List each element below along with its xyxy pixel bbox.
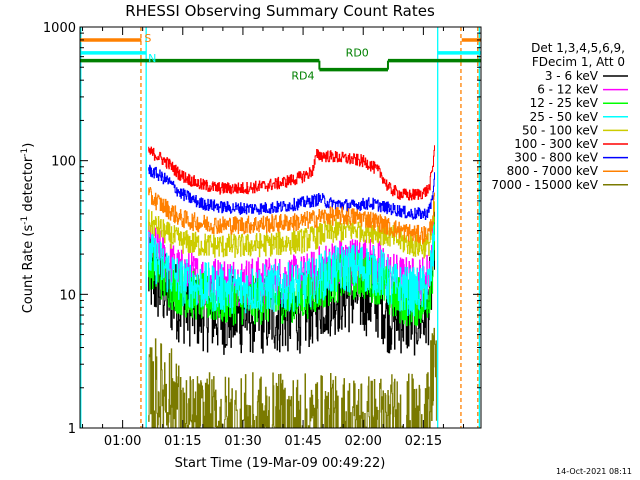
y-axis: 1 10 100 1000	[43, 21, 481, 437]
y-axis-label-tail: detector	[21, 156, 36, 216]
y-axis-label-sup: -1	[20, 216, 30, 225]
y-tick-label: 10	[59, 288, 76, 303]
x-tick-label: 01:30	[224, 434, 261, 449]
legend-entry-label: 3 - 6 keV	[545, 69, 599, 83]
y-axis-label-close: )	[21, 143, 36, 148]
legend-entry-label: 25 - 50 keV	[530, 110, 599, 124]
series-line	[148, 145, 435, 201]
y-tick-label: 100	[51, 155, 76, 170]
state-label-n: N	[148, 52, 156, 65]
legend-entry-label: 7000 - 15000 keV	[491, 178, 598, 192]
legend-entry-label: 800 - 7000 keV	[507, 164, 599, 178]
legend-header-line-1: Det 1,3,4,5,6,9,	[531, 41, 625, 55]
legend-entry-label: 50 - 100 keV	[522, 123, 599, 137]
x-axis-label: Start Time (19-Mar-09 00:49:22)	[175, 456, 386, 471]
legend-entry-label: 12 - 25 keV	[530, 96, 599, 110]
y-axis-label-main: Count Rate (s	[21, 225, 36, 314]
x-tick-label: 01:45	[284, 434, 321, 449]
plot-area	[80, 27, 481, 428]
chart-title: RHESSI Observing Summary Count Rates	[125, 2, 435, 20]
x-tick-label: 01:15	[164, 434, 201, 449]
timestamp-stamp: 14-Oct-2021 08:11	[556, 467, 632, 476]
state-label-rd4: RD4	[291, 70, 314, 83]
legend-entry-label: 100 - 300 keV	[514, 137, 598, 151]
series-line	[148, 187, 435, 245]
state-label-s: S	[144, 32, 151, 45]
legend-header-line-2: FDecim 1, Att 0	[532, 55, 625, 69]
legend-entry-label: 300 - 800 keV	[514, 151, 598, 165]
x-axis: 01:00 01:15 01:30 01:45 02:00 02:15	[82, 27, 464, 449]
plot-frame	[79, 26, 482, 429]
y-tick-label: 1000	[43, 21, 76, 36]
state-label-rd0: RD0	[346, 47, 369, 60]
y-axis-label-sup-2: -1	[20, 148, 30, 157]
series-line	[148, 224, 435, 317]
x-tick-label: 02:00	[344, 434, 381, 449]
y-axis-label: Count Rate (s-1 detector-1)	[20, 143, 36, 314]
x-tick-label: 02:15	[405, 434, 442, 449]
series-line	[148, 327, 437, 428]
y-tick-label: 1	[68, 422, 76, 437]
series-line	[148, 164, 435, 220]
x-tick-label: 01:00	[104, 434, 141, 449]
legend-entry-label: 6 - 12 keV	[537, 83, 599, 97]
